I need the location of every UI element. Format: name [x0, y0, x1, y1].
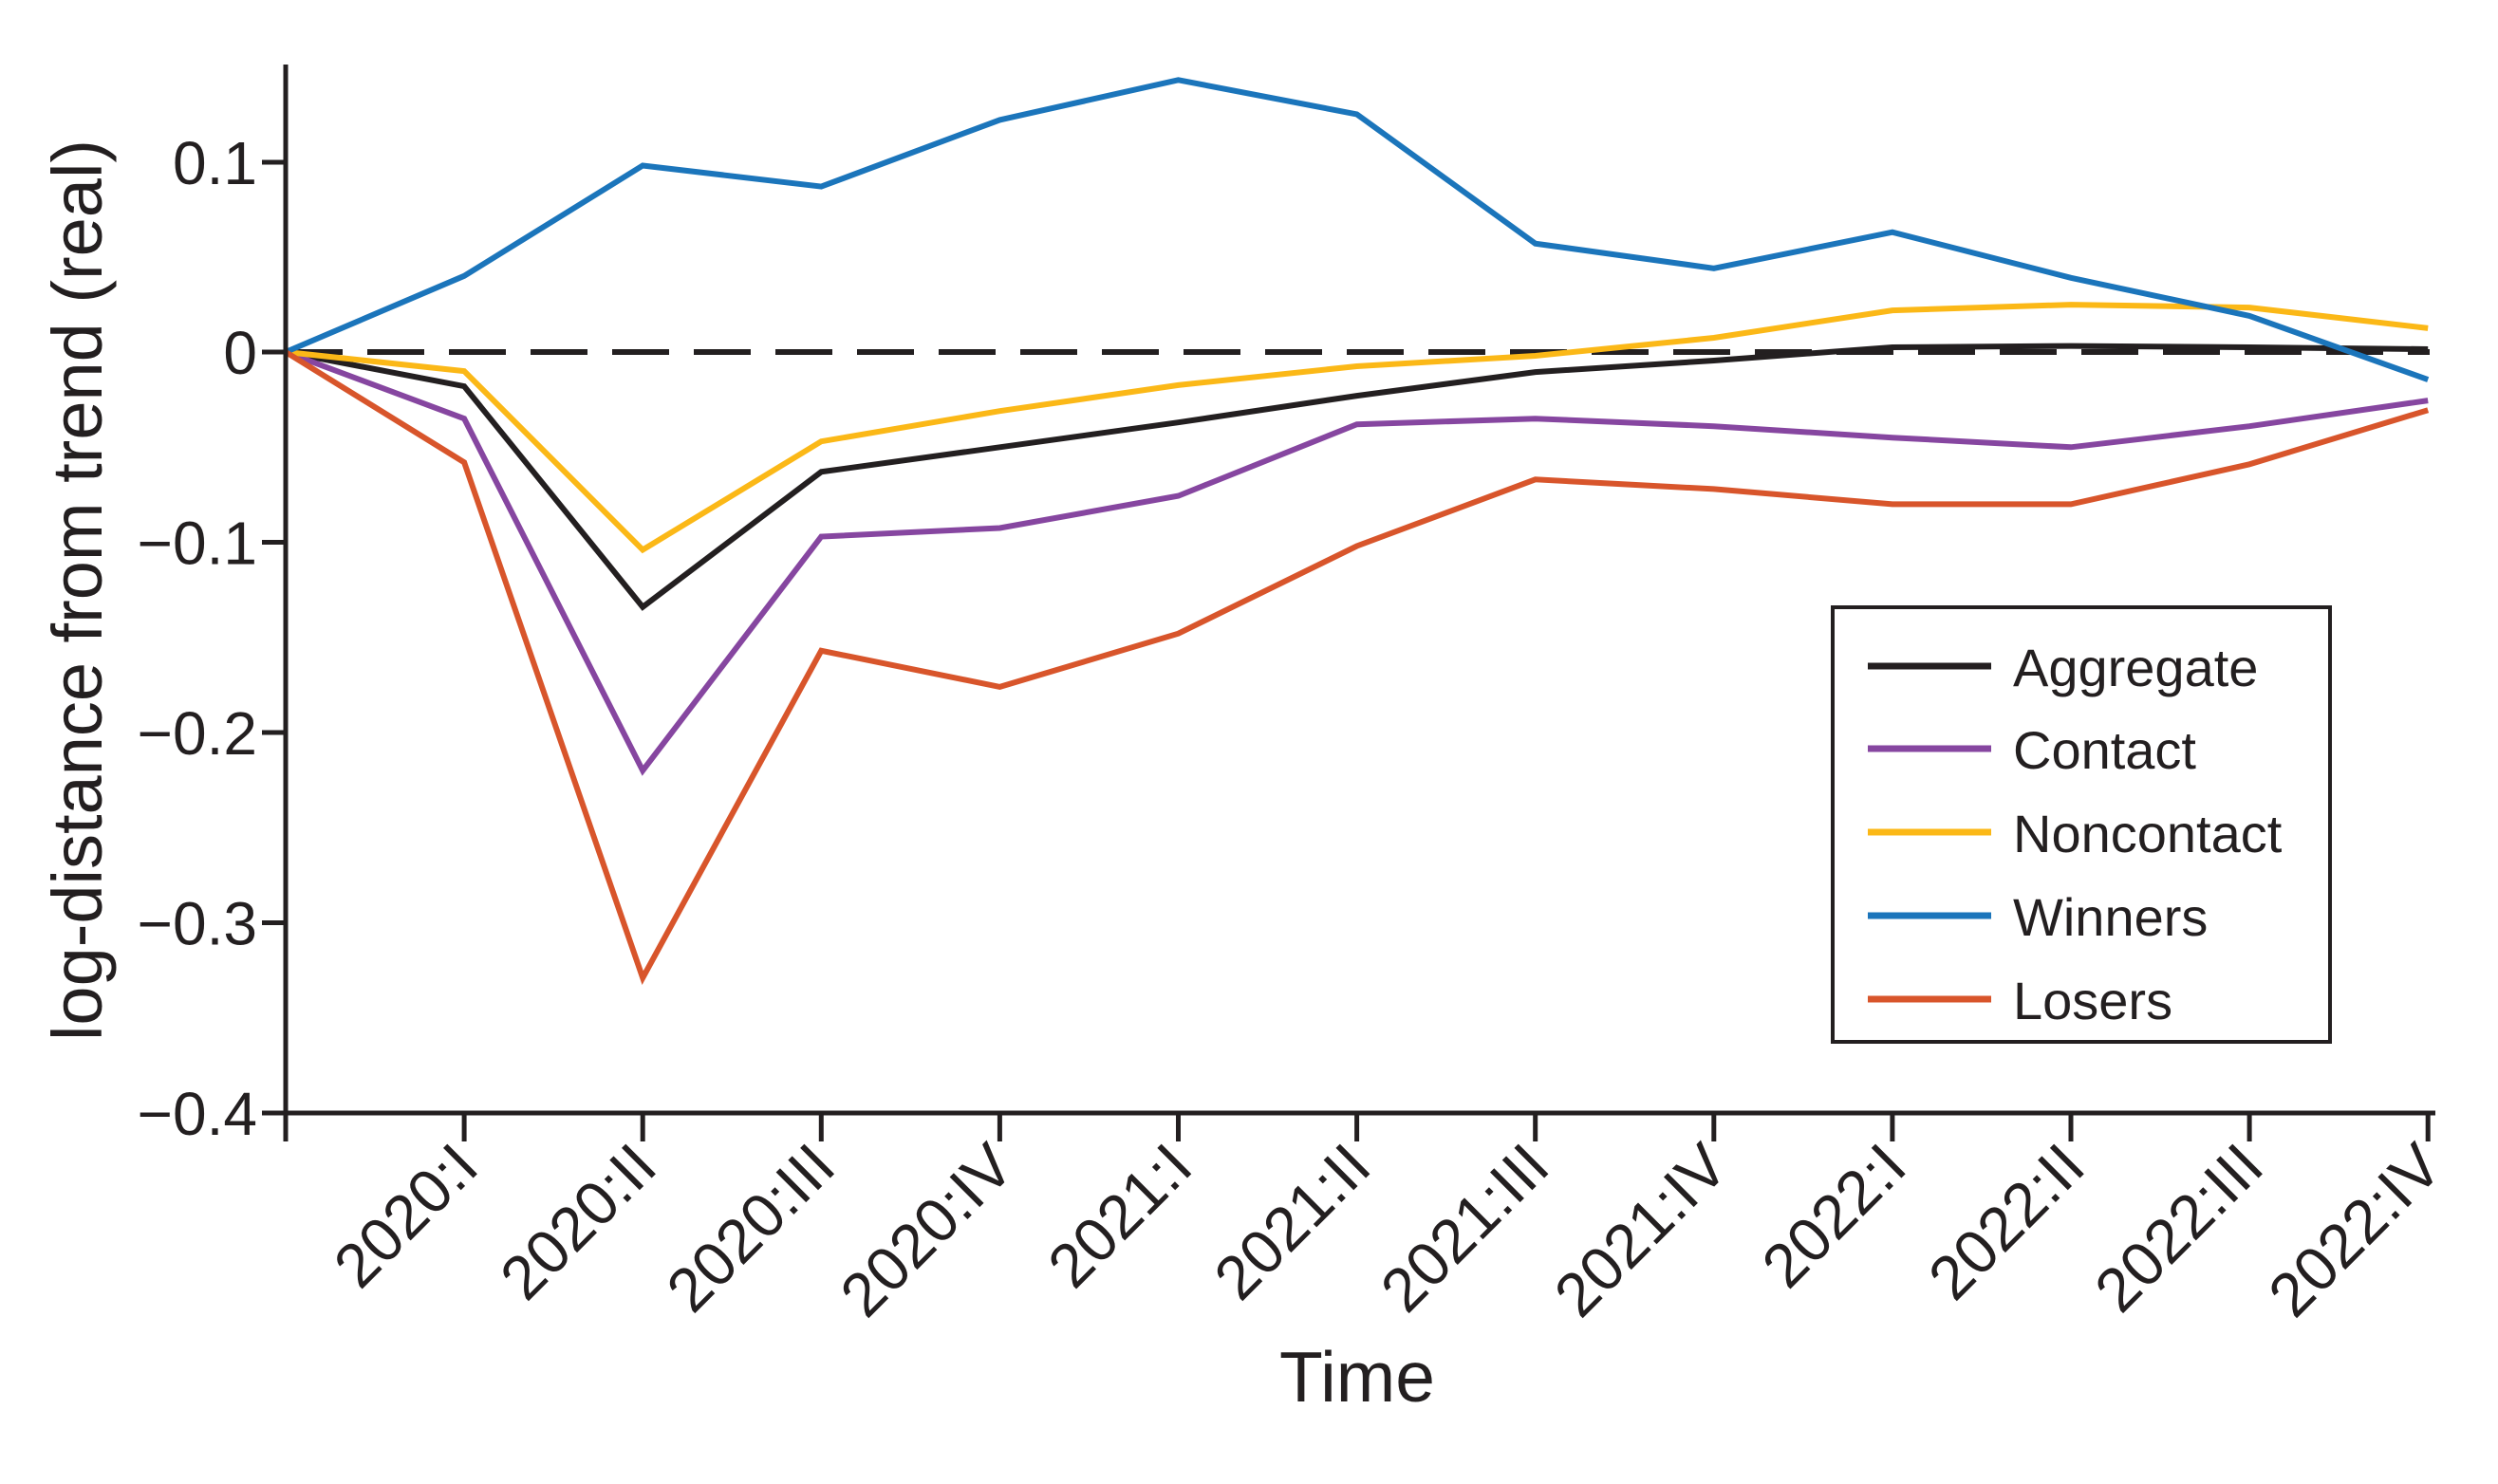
svg-text:Contact: Contact — [2013, 720, 2196, 780]
svg-text:−0.4: −0.4 — [138, 1080, 257, 1148]
svg-text:−0.1: −0.1 — [138, 510, 257, 578]
svg-text:−0.2: −0.2 — [138, 699, 257, 768]
svg-text:Aggregate: Aggregate — [2013, 638, 2258, 697]
svg-text:0: 0 — [223, 319, 257, 387]
svg-text:log-distance from trend (real): log-distance from trend (real) — [38, 139, 117, 1041]
svg-text:0.1: 0.1 — [173, 129, 257, 197]
svg-text:Losers: Losers — [2013, 971, 2172, 1030]
svg-text:Noncontact: Noncontact — [2013, 804, 2283, 863]
svg-text:Time: Time — [1279, 1337, 1435, 1417]
svg-text:Winners: Winners — [2013, 887, 2208, 947]
svg-text:−0.3: −0.3 — [138, 890, 257, 958]
